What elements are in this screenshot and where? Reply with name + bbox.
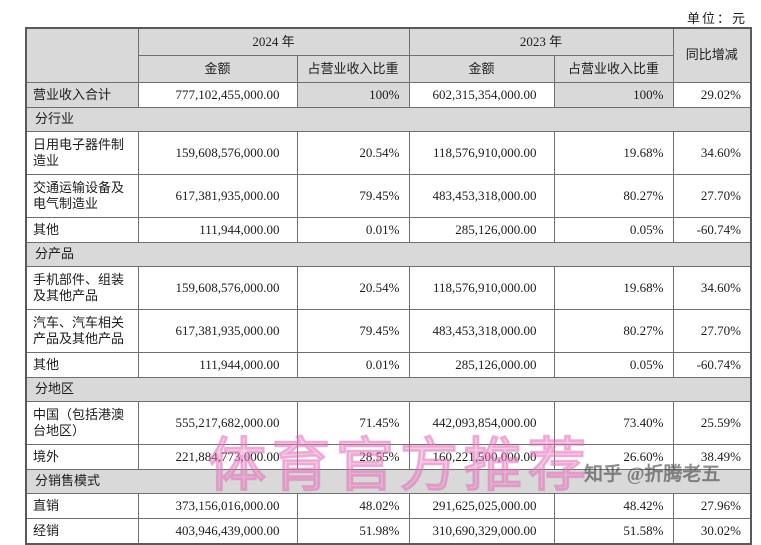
table-row: 中国（包括港澳台地区） 555,217,682,000.00 71.45% 442,0… — [25, 401, 752, 445]
proportion-2023: 26.60% — [553, 444, 674, 470]
section-row: 分地区 — [25, 377, 752, 402]
yoy-value: -60.74% — [672, 352, 752, 378]
proportion-2023: 51.58% — [553, 518, 674, 545]
table-row: 境外 221,884,773,000.00 28.55% 160,221,500,00… — [25, 444, 752, 470]
proportion-2024: 20.54% — [296, 266, 410, 310]
header-row-years: 2024 年 2023 年 同比增减 — [25, 27, 752, 83]
section-label: 分销售模式 — [25, 469, 752, 494]
proportion-2024: 79.45% — [296, 309, 410, 353]
yoy-value: 27.70% — [672, 174, 752, 218]
yoy-value: 34.60% — [672, 266, 752, 310]
section-row: 分销售模式 — [25, 469, 752, 494]
table-row: 营业收入合计 777,102,455,000.00 100% 602,315,354,… — [25, 82, 752, 108]
proportion-2023: 100% — [553, 82, 674, 108]
table-row: 其他 111,944,000.00 0.01% 285,126,000.00 0.05%… — [25, 217, 752, 243]
proportion-2023: 80.27% — [553, 174, 674, 218]
header-year-2024: 2024 年 — [137, 27, 410, 56]
proportion-2024: 79.45% — [296, 174, 410, 218]
amount-2024: 159,608,576,000.00 — [137, 266, 298, 310]
header-yoy: 同比增减 — [672, 27, 752, 83]
proportion-2024: 20.54% — [296, 131, 410, 175]
corner-cell — [25, 27, 139, 83]
section-row: 分行业 — [25, 107, 752, 132]
amount-2023: 483,453,318,000.00 — [408, 309, 555, 353]
amount-2024: 373,156,016,000.00 — [137, 493, 298, 519]
section-label: 分地区 — [25, 377, 752, 402]
proportion-2023: 48.42% — [553, 493, 674, 519]
proportion-2023: 0.05% — [553, 352, 674, 378]
proportion-2024: 51.98% — [296, 518, 410, 545]
proportion-2024: 28.55% — [296, 444, 410, 470]
amount-2023: 602,315,354,000.00 — [408, 82, 555, 108]
proportion-2023: 19.68% — [553, 131, 674, 175]
proportion-2023: 19.68% — [553, 266, 674, 310]
yoy-value: 38.49% — [672, 444, 752, 470]
amount-2023: 160,221,500,000.00 — [408, 444, 555, 470]
amount-2023: 285,126,000.00 — [408, 352, 555, 378]
table-row: 经销 403,946,439,000.00 51.98% 310,690,329,00… — [25, 518, 752, 545]
amount-2024: 159,608,576,000.00 — [137, 131, 298, 175]
amount-2024: 555,217,682,000.00 — [137, 401, 298, 445]
yoy-value: 30.02% — [672, 518, 752, 545]
amount-2023: 118,576,910,000.00 — [408, 266, 555, 310]
proportion-2024: 100% — [296, 82, 410, 108]
table-row: 其他 111,944,000.00 0.01% 285,126,000.00 0.05%… — [25, 352, 752, 378]
amount-2024: 617,381,935,000.00 — [137, 174, 298, 218]
yoy-value: -60.74% — [672, 217, 752, 243]
proportion-2024: 0.01% — [296, 352, 410, 378]
table-row: 汽车、汽车相关产品及其他产品 617,381,935,000.00 79.45% 48… — [25, 309, 752, 353]
yoy-value: 27.70% — [672, 309, 752, 353]
amount-2023: 310,690,329,000.00 — [408, 518, 555, 545]
header-year-2023: 2023 年 — [408, 27, 674, 56]
row-label: 其他 — [25, 217, 139, 243]
revenue-breakdown-table: 2024 年 2023 年 同比增减 金额 占营业收入比重 金额 占营业收入比重… — [25, 27, 752, 545]
amount-2024: 617,381,935,000.00 — [137, 309, 298, 353]
proportion-2024: 0.01% — [296, 217, 410, 243]
amount-2024: 111,944,000.00 — [137, 352, 298, 378]
section-label: 分产品 — [25, 242, 752, 267]
table-body: 营业收入合计 777,102,455,000.00 100% 602,315,354,… — [25, 82, 752, 545]
row-label: 汽车、汽车相关产品及其他产品 — [25, 309, 139, 353]
row-label: 境外 — [25, 444, 139, 470]
section-label: 分行业 — [25, 107, 752, 132]
amount-2024: 221,884,773,000.00 — [137, 444, 298, 470]
row-label: 营业收入合计 — [25, 82, 139, 108]
row-label: 日用电子器件制造业 — [25, 131, 139, 175]
row-label: 手机部件、组装及其他产品 — [25, 266, 139, 310]
proportion-2024: 48.02% — [296, 493, 410, 519]
amount-2023: 291,625,025,000.00 — [408, 493, 555, 519]
amount-2024: 403,946,439,000.00 — [137, 518, 298, 545]
amount-2023: 442,093,854,000.00 — [408, 401, 555, 445]
amount-2024: 777,102,455,000.00 — [137, 82, 298, 108]
yoy-value: 27.96% — [672, 493, 752, 519]
amount-2024: 111,944,000.00 — [137, 217, 298, 243]
row-label: 中国（包括港澳台地区） — [25, 401, 139, 445]
unit-label: 单位：元 — [686, 11, 747, 26]
header-row-metrics: 金额 占营业收入比重 金额 占营业收入比重 — [26, 55, 751, 83]
table-row: 日用电子器件制造业 159,608,576,000.00 20.54% 118,576… — [25, 131, 752, 175]
yoy-value: 29.02% — [672, 82, 752, 108]
row-label: 经销 — [25, 518, 139, 545]
row-label: 直销 — [25, 493, 139, 519]
row-label: 交通运输设备及电气制造业 — [25, 174, 139, 218]
row-label: 其他 — [25, 352, 139, 378]
header-proportion-2023: 占营业收入比重 — [553, 55, 674, 83]
section-row: 分产品 — [25, 242, 752, 267]
proportion-2023: 73.40% — [553, 401, 674, 445]
header-amount-2023: 金额 — [408, 55, 555, 83]
yoy-value: 25.59% — [672, 401, 752, 445]
proportion-2023: 80.27% — [553, 309, 674, 353]
table-row: 交通运输设备及电气制造业 617,381,935,000.00 79.45% 483,… — [25, 174, 752, 218]
amount-2023: 483,453,318,000.00 — [408, 174, 555, 218]
table-row: 直销 373,156,016,000.00 48.02% 291,625,025,00… — [25, 493, 752, 519]
amount-2023: 118,576,910,000.00 — [408, 131, 555, 175]
table-row: 手机部件、组装及其他产品 159,608,576,000.00 20.54% 118,… — [25, 266, 752, 310]
proportion-2023: 0.05% — [553, 217, 674, 243]
header-amount-2024: 金额 — [137, 55, 298, 83]
yoy-value: 34.60% — [672, 131, 752, 175]
amount-2023: 285,126,000.00 — [408, 217, 555, 243]
proportion-2024: 71.45% — [296, 401, 410, 445]
header-proportion-2024: 占营业收入比重 — [296, 55, 410, 83]
